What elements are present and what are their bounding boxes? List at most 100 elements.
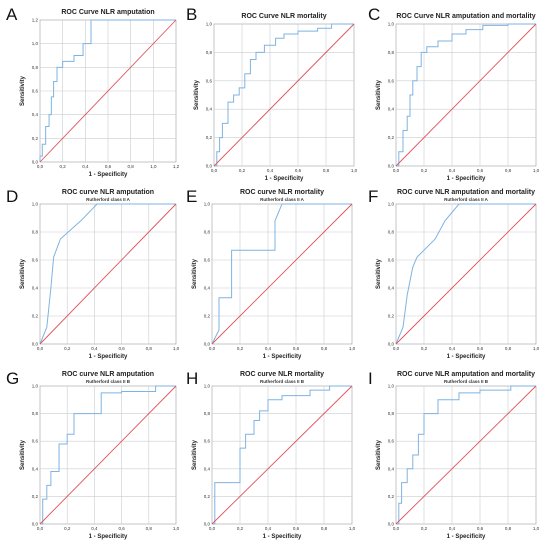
panel-f: F ROC curve NLR amputation and mortality R…: [362, 182, 542, 364]
x-tick-label: 0,4: [91, 346, 98, 351]
x-tick-label: 1,0: [150, 164, 157, 169]
x-tick-label: 0,4: [267, 168, 274, 173]
y-tick-label: 0,6: [206, 78, 213, 83]
y-tick-label: 0,4: [204, 466, 211, 471]
y-tick-label: 0,2: [204, 314, 211, 319]
y-axis-label: Sensitivity: [376, 258, 382, 289]
x-axis-label: 1 - Specificity: [447, 534, 486, 540]
panel-letter: H: [186, 369, 199, 388]
chart-subtitle: Rutherford class II A: [86, 197, 131, 202]
y-axis-label: Sensitivity: [376, 79, 382, 110]
y-tick-label: 0,0: [388, 522, 395, 527]
x-axis-label: 1 - Specificity: [447, 354, 486, 360]
y-axis-label: Sensitivity: [192, 439, 198, 470]
x-tick-label: 0,0: [393, 168, 400, 173]
x-tick-label: 0,4: [265, 346, 272, 351]
y-tick-label: 1,0: [204, 384, 211, 389]
y-tick-label: 1,0: [32, 384, 39, 389]
reference-line: [39, 203, 177, 345]
roc-chart-svg: ROC curve NLR amputation and mortalityRu…: [376, 189, 540, 360]
reference-line: [395, 203, 537, 345]
x-tick-label: 0,2: [64, 346, 71, 351]
y-tick-label: 0,2: [32, 136, 39, 141]
roc-curve: [395, 203, 536, 345]
y-tick-label: 1,0: [204, 202, 211, 207]
x-tick-label: 0,0: [37, 164, 44, 169]
y-tick-label: 0,8: [204, 230, 211, 235]
x-tick-label: 0,2: [237, 346, 244, 351]
x-tick-label: 0,8: [505, 526, 512, 531]
y-tick-label: 0,2: [388, 135, 395, 140]
roc-curve: [396, 385, 536, 525]
x-tick-label: 0,2: [421, 526, 428, 531]
y-tick-label: 0,8: [206, 50, 213, 55]
chart-title: ROC curve NLR amputation: [62, 371, 154, 378]
chart-subtitle: Rutherford class II B: [260, 379, 305, 384]
x-tick-label: 0,8: [505, 168, 512, 173]
y-tick-label: 0,6: [32, 258, 39, 263]
reference-line: [39, 19, 177, 163]
x-tick-label: 0,0: [209, 526, 216, 531]
chart-subtitle: Rutherford class II B: [444, 379, 489, 384]
y-tick-label: 0,8: [32, 411, 39, 416]
x-tick-label: 0,4: [91, 526, 98, 531]
x-tick-label: 1,0: [533, 168, 540, 173]
y-tick-label: 0,4: [388, 286, 395, 291]
x-tick-label: 1,0: [173, 346, 180, 351]
roc-curve: [212, 385, 352, 525]
y-tick-label: 0,0: [32, 522, 39, 527]
panel-i: I ROC curve NLR amputation and mortality R…: [362, 364, 542, 546]
chart-title: ROC Curve NLR amputation and mortality: [396, 13, 535, 20]
x-tick-label: 0,4: [449, 526, 456, 531]
x-tick-label: 0,6: [295, 168, 302, 173]
y-tick-label: 0,2: [206, 135, 213, 140]
x-tick-label: 0,4: [449, 346, 456, 351]
y-tick-label: 0,6: [204, 439, 211, 444]
y-axis-label: Sensitivity: [20, 439, 26, 470]
y-tick-label: 0,6: [388, 78, 395, 83]
roc-curve: [39, 203, 176, 345]
x-tick-label: 0,6: [477, 168, 484, 173]
y-axis-label: Sensitivity: [20, 258, 26, 289]
x-tick-label: 0,8: [321, 526, 328, 531]
chart-subtitle: Rutherford class II A: [260, 197, 305, 202]
panel-letter: I: [368, 369, 373, 388]
y-tick-label: 0,0: [388, 342, 395, 347]
y-tick-label: 0,6: [32, 89, 39, 94]
y-axis-label: Sensitivity: [376, 439, 382, 470]
x-axis-label: 1 - Specificity: [447, 176, 486, 182]
x-tick-label: 0,8: [128, 164, 135, 169]
y-tick-label: 0,4: [204, 286, 211, 291]
x-tick-label: 1,0: [349, 526, 356, 531]
x-axis-label: 1 - Specificity: [89, 172, 128, 178]
y-tick-label: 0,4: [388, 107, 395, 112]
panel-letter: A: [6, 5, 18, 24]
x-tick-label: 0,0: [211, 168, 218, 173]
reference-line: [211, 203, 353, 345]
panel-b: B ROC Curve NLR mortality 0,0 0,2 0,4 0,6 0,8 1…: [180, 0, 360, 182]
chart-subtitle: Rutherford class II B: [86, 379, 131, 384]
roc-curve: [211, 203, 352, 345]
x-tick-label: 0,6: [477, 526, 484, 531]
chart-title: ROC curve NLR amputation and mortality: [397, 371, 535, 378]
reference-line: [395, 385, 537, 525]
y-tick-label: 0,2: [388, 314, 395, 319]
y-axis-label: Sensitivity: [20, 75, 26, 106]
y-tick-label: 0,6: [32, 439, 39, 444]
x-tick-label: 0,2: [60, 164, 67, 169]
roc-curve: [396, 23, 536, 167]
x-tick-label: 0,6: [118, 346, 125, 351]
y-tick-label: 0,6: [388, 439, 395, 444]
y-tick-label: 0,0: [206, 164, 213, 169]
chart-title: ROC Curve NLR amputation: [61, 9, 154, 16]
chart-subtitle: Rutherford class II A: [444, 197, 489, 202]
x-axis-label: 1 - Specificity: [263, 534, 302, 540]
reference-line: [211, 385, 353, 525]
x-axis-label: 1 - Specificity: [89, 534, 128, 540]
y-tick-label: 0,8: [388, 411, 395, 416]
panel-h: H ROC curve NLR mortality Rutherford class…: [180, 364, 360, 546]
roc-chart-svg: ROC Curve NLR mortality 0,0 0,2 0,4 0,6 0,8 1,…: [194, 13, 358, 182]
y-axis-label: Sensitivity: [192, 258, 198, 289]
